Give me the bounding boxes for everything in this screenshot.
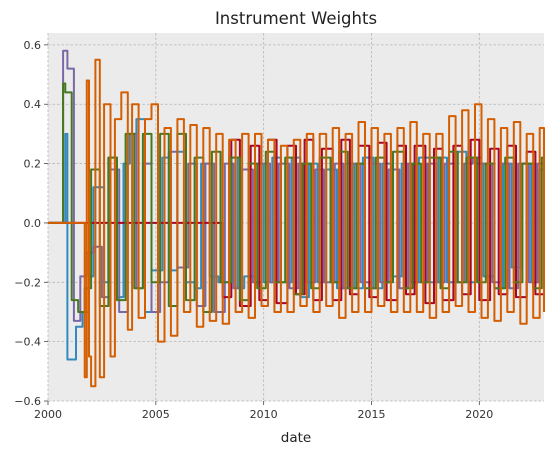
y-tick-label: −0.2 [14, 276, 41, 289]
y-tick-label: −0.6 [14, 395, 41, 408]
x-tick-label: 2020 [465, 408, 493, 421]
y-tick-label: 0.6 [24, 39, 42, 52]
y-tick-label: 0.2 [24, 158, 42, 171]
x-tick-label: 2005 [142, 408, 170, 421]
x-axis-ticks: 2000 2005 2010 2015 2020 [34, 401, 493, 421]
y-tick-label: 0.0 [24, 217, 42, 230]
chart-title: Instrument Weights [215, 9, 377, 28]
x-tick-label: 2000 [34, 408, 62, 421]
x-tick-label: 2010 [250, 408, 278, 421]
x-axis-label: date [281, 430, 311, 446]
x-tick-label: 2015 [357, 408, 385, 421]
y-axis-ticks: 0.6 0.4 0.2 0.0 −0.2 −0.4 −0.6 [14, 39, 48, 408]
y-tick-label: 0.4 [24, 98, 42, 111]
y-tick-label: −0.4 [14, 336, 41, 349]
